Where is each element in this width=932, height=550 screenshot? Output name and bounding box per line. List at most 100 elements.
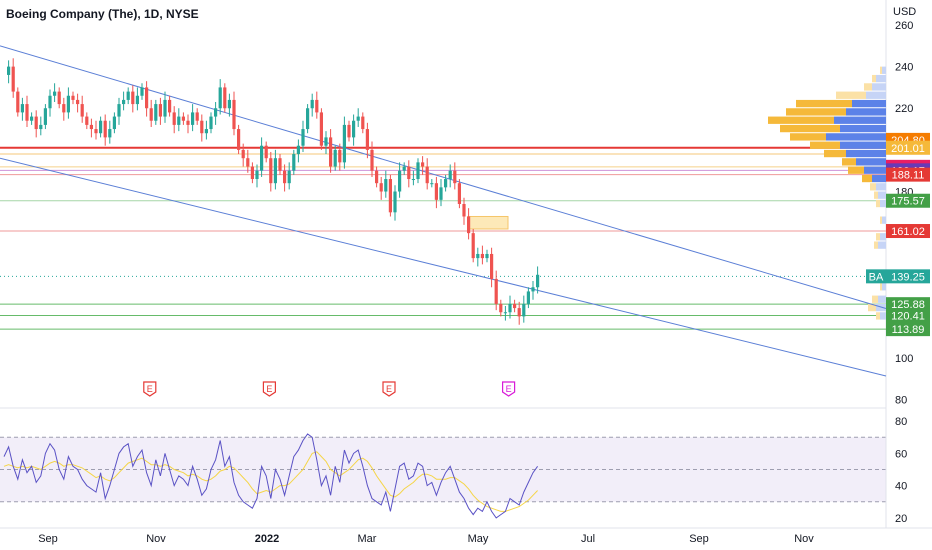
candle-body xyxy=(7,66,11,75)
candle-body xyxy=(163,99,167,117)
level-layer xyxy=(0,146,886,330)
price-tag-label: 125.88 xyxy=(891,299,925,311)
candle-body xyxy=(411,179,415,181)
earnings-marker-label: E xyxy=(147,384,153,394)
volume-profile-bar-up xyxy=(876,303,886,312)
candle-body xyxy=(287,170,291,184)
price-tick-label: 100 xyxy=(895,353,913,365)
candle-body xyxy=(522,303,526,317)
time-tick-label: Nov xyxy=(146,533,166,545)
candle-body xyxy=(204,129,208,134)
candle-body xyxy=(536,274,540,288)
price-tag-badge xyxy=(886,193,930,208)
rsi-tick-label: 40 xyxy=(895,481,907,493)
candle-body xyxy=(200,120,204,134)
candle-body xyxy=(214,108,218,117)
candle-body xyxy=(241,149,245,159)
volume-profile-bar-up xyxy=(864,166,886,174)
candle-body xyxy=(149,108,153,121)
candle-body xyxy=(62,104,66,113)
candle-body xyxy=(168,99,172,113)
price-tick-label: 240 xyxy=(895,62,913,74)
price-tag-badge xyxy=(886,140,930,155)
volume-profile-bar-down xyxy=(842,158,856,166)
candle-body xyxy=(494,278,498,304)
candle-body xyxy=(306,108,310,130)
earnings-marker-icon xyxy=(382,381,396,397)
candle-body xyxy=(526,291,530,304)
rsi-tick-label: 80 xyxy=(895,416,907,428)
candle-body xyxy=(112,116,116,130)
time-tick-label: Nov xyxy=(794,533,814,545)
time-tick-label: 2022 xyxy=(255,533,279,545)
candle-body xyxy=(448,170,452,180)
candle-body xyxy=(218,87,222,109)
price-tick-label: 220 xyxy=(895,103,913,115)
candle-body xyxy=(471,233,475,259)
trend-channel-line xyxy=(0,157,887,377)
rsi-ma-line xyxy=(3,451,538,512)
volume-profile-bar-up xyxy=(876,183,886,191)
price-tag-badge xyxy=(886,224,930,239)
volume-profile-bar-down xyxy=(790,133,826,141)
earnings-marker-label: E xyxy=(386,384,392,394)
volume-profile-bar-up xyxy=(878,241,886,249)
price-tag-badge xyxy=(886,297,930,312)
candle-body xyxy=(444,179,448,188)
candle-body xyxy=(223,87,227,109)
price-tag-badge xyxy=(886,167,930,182)
price-tick-label: 80 xyxy=(895,395,907,407)
candle-body xyxy=(181,116,185,121)
volume-profile-bar-down xyxy=(786,108,846,116)
candle-body xyxy=(255,170,259,180)
symbol-tag-label: BA xyxy=(869,271,884,283)
price-tag-label: 175.57 xyxy=(891,196,925,208)
trend-channel-line xyxy=(0,45,887,309)
volume-profile-bar-up xyxy=(840,141,886,149)
candle-body xyxy=(365,129,369,150)
rsi-band-layer xyxy=(0,436,886,503)
symbol-tag-badge xyxy=(866,269,886,284)
candle-body xyxy=(531,287,535,292)
volume-profile-bar-up xyxy=(846,108,886,116)
volume-profile-bar-down xyxy=(876,312,880,320)
candle-body xyxy=(283,170,287,184)
rsi-tick-label: 20 xyxy=(895,513,907,525)
price-tag-badge xyxy=(886,322,930,337)
candle-body xyxy=(434,183,438,200)
candle-body xyxy=(393,191,397,213)
price-tick-label: 260 xyxy=(895,20,913,32)
candle-body xyxy=(361,116,365,130)
rsi-layer xyxy=(3,433,539,519)
candle-body xyxy=(453,170,457,184)
candle-body xyxy=(53,91,57,96)
candle-body xyxy=(421,162,425,167)
candle-body xyxy=(103,120,107,138)
candle-body xyxy=(260,145,264,171)
candle-body xyxy=(333,149,337,167)
candle-body xyxy=(324,137,328,146)
price-tag-label: 113.89 xyxy=(892,324,925,336)
price-tag-layer: 204.80201.01191.85190.17188.11175.57161.… xyxy=(866,132,930,337)
volume-profile-bar-down xyxy=(768,116,834,124)
candle-body xyxy=(117,104,121,117)
time-tick-label: Sep xyxy=(689,533,709,545)
volume-profile-bar-down xyxy=(836,91,866,99)
candle-body xyxy=(250,166,254,180)
candle-body xyxy=(503,312,507,314)
price-tag-badge xyxy=(886,308,930,323)
candle-body xyxy=(319,112,323,146)
candle-body xyxy=(172,112,176,125)
volume-profile-bar-up xyxy=(872,174,886,183)
candle-body xyxy=(416,162,420,180)
volume-profile-bar-up xyxy=(880,312,886,320)
candle-body xyxy=(131,91,135,105)
candle-body xyxy=(209,116,213,130)
volume-profile-bar-down xyxy=(874,241,878,249)
candle-body xyxy=(264,145,268,159)
price-tag-label: 188.11 xyxy=(892,170,925,182)
candle-body xyxy=(195,112,199,121)
candle-body xyxy=(296,145,300,155)
